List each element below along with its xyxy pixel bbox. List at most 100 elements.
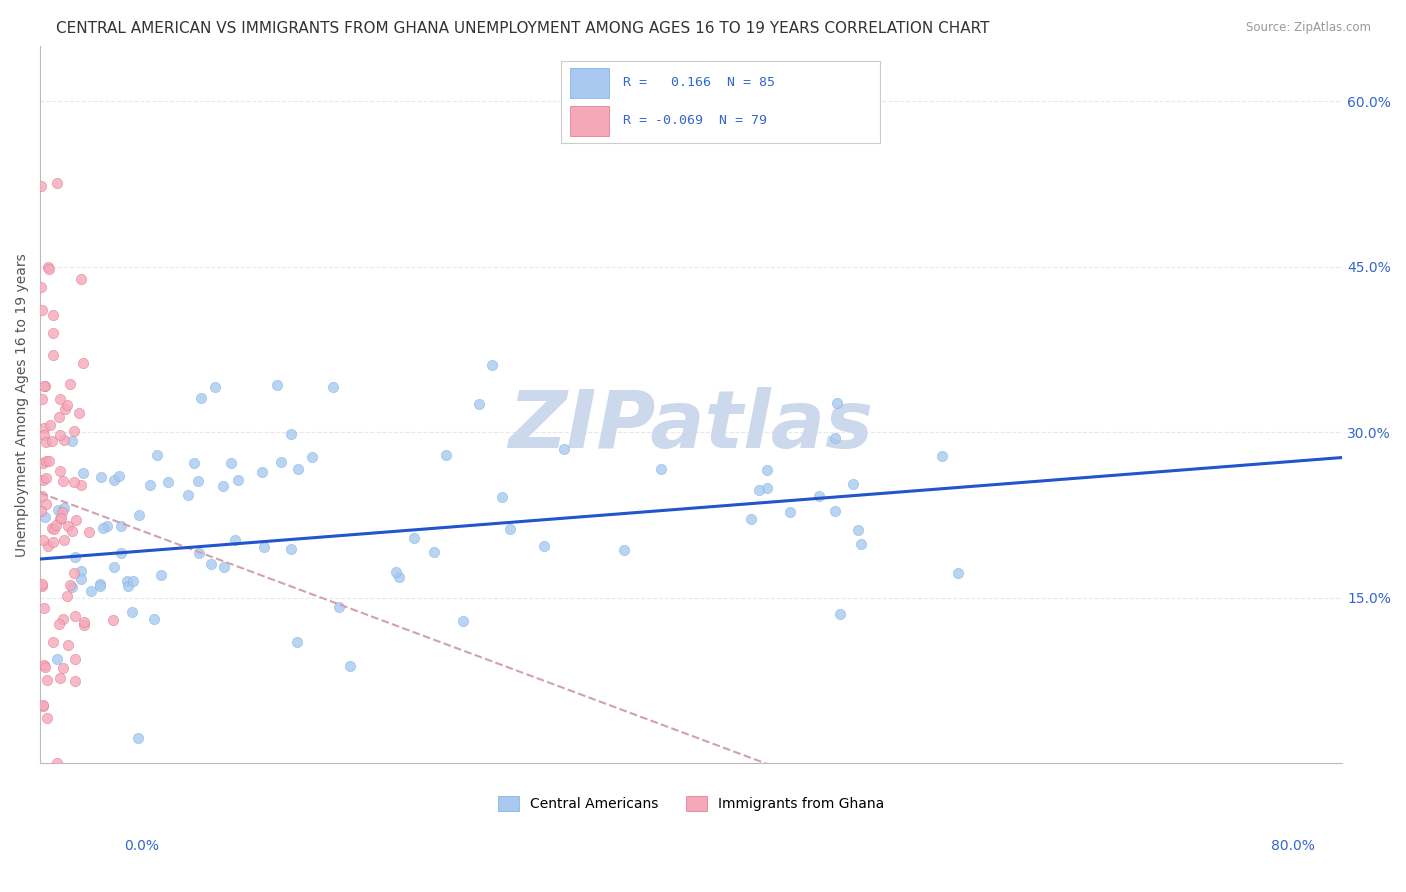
- Point: [146, 448, 169, 462]
- Point: [56, 519, 79, 533]
- Point: [468, 397, 491, 411]
- Point: [122, 574, 145, 588]
- Point: [72, 356, 94, 370]
- Point: [187, 474, 209, 488]
- Point: [339, 658, 361, 673]
- Point: [250, 466, 273, 480]
- Point: [322, 380, 344, 394]
- Point: [35, 498, 58, 512]
- Point: [55, 401, 77, 416]
- Point: [62, 424, 84, 438]
- Point: [48, 616, 70, 631]
- Point: [157, 475, 180, 489]
- Point: [90, 470, 112, 484]
- Point: [253, 541, 276, 555]
- Point: [103, 560, 125, 574]
- Point: [212, 478, 235, 492]
- Point: [41, 521, 63, 535]
- Point: [96, 519, 118, 533]
- Point: [89, 576, 111, 591]
- Point: [69, 573, 91, 587]
- Point: [110, 518, 132, 533]
- Point: [101, 613, 124, 627]
- Point: [177, 488, 200, 502]
- Point: [63, 609, 86, 624]
- Point: [143, 612, 166, 626]
- Point: [30, 504, 52, 518]
- Point: [34, 427, 56, 442]
- Point: [48, 410, 70, 425]
- Point: [49, 464, 72, 478]
- Point: [35, 471, 58, 485]
- Point: [44, 522, 66, 536]
- Text: CENTRAL AMERICAN VS IMMIGRANTS FROM GHANA UNEMPLOYMENT AMONG AGES 16 TO 19 YEARS: CENTRAL AMERICAN VS IMMIGRANTS FROM GHAN…: [56, 21, 990, 36]
- Point: [748, 483, 770, 497]
- Point: [39, 418, 62, 433]
- Point: [121, 605, 143, 619]
- Point: [107, 469, 129, 483]
- Point: [32, 456, 55, 470]
- Point: [846, 523, 869, 537]
- Point: [30, 280, 52, 294]
- Point: [226, 474, 249, 488]
- Point: [30, 178, 52, 193]
- Point: [65, 513, 87, 527]
- Point: [451, 614, 474, 628]
- Point: [31, 579, 53, 593]
- Point: [931, 450, 953, 464]
- Point: [46, 502, 69, 516]
- Point: [32, 698, 55, 712]
- Point: [35, 454, 58, 468]
- Point: [187, 545, 209, 559]
- Legend: Central Americans, Immigrants from Ghana: Central Americans, Immigrants from Ghana: [492, 791, 890, 817]
- Point: [63, 549, 86, 564]
- Point: [32, 474, 55, 488]
- Point: [740, 512, 762, 526]
- Point: [46, 756, 69, 770]
- Point: [69, 272, 91, 286]
- Point: [41, 434, 63, 449]
- Point: [270, 455, 292, 469]
- Point: [53, 434, 76, 448]
- Point: [51, 505, 73, 519]
- Point: [948, 566, 970, 580]
- Point: [204, 379, 226, 393]
- Text: 0.0%: 0.0%: [124, 838, 159, 853]
- Point: [56, 638, 79, 652]
- Point: [37, 539, 59, 553]
- Text: ZIPatlas: ZIPatlas: [509, 387, 873, 465]
- Point: [808, 489, 831, 503]
- Point: [63, 674, 86, 689]
- Point: [52, 533, 75, 547]
- Point: [51, 510, 73, 524]
- Point: [55, 589, 77, 603]
- Point: [650, 462, 672, 476]
- Point: [32, 421, 55, 435]
- Point: [138, 478, 160, 492]
- Point: [45, 518, 67, 533]
- Point: [553, 442, 575, 456]
- Point: [103, 473, 125, 487]
- Point: [60, 581, 83, 595]
- Point: [48, 392, 70, 406]
- Point: [70, 564, 93, 578]
- Point: [35, 710, 58, 724]
- Point: [190, 391, 212, 405]
- Point: [266, 377, 288, 392]
- Point: [49, 512, 72, 526]
- Point: [35, 435, 58, 450]
- Point: [42, 308, 65, 322]
- Point: [52, 612, 75, 626]
- Point: [110, 546, 132, 560]
- Point: [533, 539, 555, 553]
- Point: [67, 406, 90, 420]
- Point: [422, 544, 444, 558]
- Point: [385, 565, 408, 579]
- Point: [115, 574, 138, 589]
- Y-axis label: Unemployment Among Ages 16 to 19 years: Unemployment Among Ages 16 to 19 years: [15, 252, 30, 557]
- Point: [41, 634, 63, 648]
- Point: [755, 481, 778, 495]
- Point: [31, 489, 53, 503]
- Point: [62, 475, 84, 489]
- Point: [830, 607, 852, 622]
